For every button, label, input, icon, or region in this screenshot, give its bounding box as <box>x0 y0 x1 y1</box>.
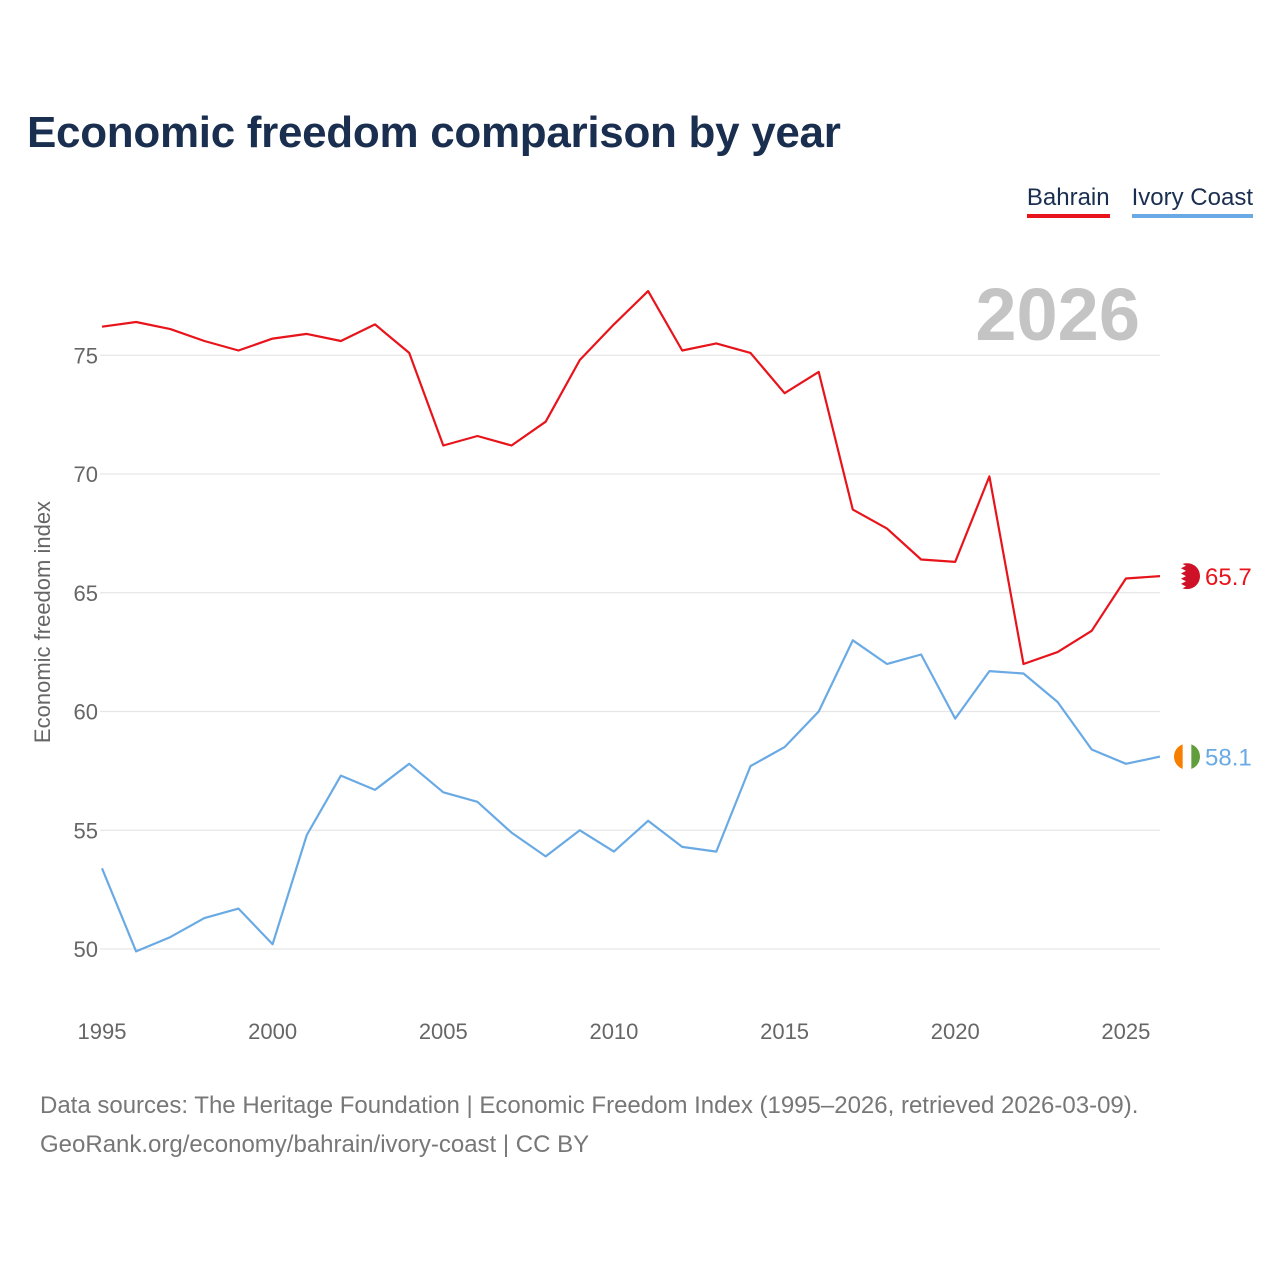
y-tick-label: 65 <box>74 581 98 606</box>
series-lines <box>100 290 1161 953</box>
y-axis-ticks: 50 55 60 65 70 75 <box>74 343 98 962</box>
gridlines <box>100 354 1160 950</box>
series-line-ivory-coast <box>100 639 1161 953</box>
y-tick-label: 60 <box>74 700 98 725</box>
x-axis-ticks: 1995 2000 2005 2010 2015 2020 2025 <box>78 1019 1151 1044</box>
x-tick-label: 2000 <box>248 1019 297 1044</box>
y-tick-label: 50 <box>74 937 98 962</box>
x-tick-label: 2005 <box>419 1019 468 1044</box>
bahrain-end-value: 65.7 <box>1205 564 1252 591</box>
current-year-label: 2026 <box>975 273 1140 356</box>
line-chart: 50 55 60 65 70 75 1995 2000 2005 2010 2015 2020 202… <box>30 273 1252 1044</box>
legend-item-ivory-coast[interactable]: Ivory Coast <box>1131 184 1253 218</box>
y-tick-label: 70 <box>74 462 98 487</box>
x-tick-label: 2010 <box>589 1019 638 1044</box>
ivory-coast-end-value: 58.1 <box>1205 745 1252 772</box>
legend-item-bahrain[interactable]: Bahrain <box>1026 184 1110 218</box>
x-tick-label: 2015 <box>760 1019 809 1044</box>
series-line-bahrain <box>101 290 1161 666</box>
legend: Bahrain Ivory Coast <box>1026 184 1253 218</box>
bahrain-flag-icon <box>1174 563 1200 590</box>
source-note: Data sources: The Heritage Foundation | … <box>40 1086 1138 1164</box>
chart-title: Economic freedom comparison by year <box>27 108 841 157</box>
x-tick-label: 1995 <box>78 1019 127 1044</box>
ivory-coast-flag-icon <box>1174 743 1200 770</box>
y-tick-label: 75 <box>74 343 98 368</box>
source-line-2[interactable]: GeoRank.org/economy/bahrain/ivory-coast … <box>40 1131 590 1158</box>
x-tick-label: 2025 <box>1101 1019 1150 1044</box>
source-line-1: Data sources: The Heritage Foundation | … <box>40 1092 1139 1119</box>
y-tick-label: 55 <box>74 818 98 843</box>
y-axis-label: Economic freedom index <box>30 501 55 743</box>
series-end-markers: 65.7 58.1 <box>1174 563 1252 772</box>
x-tick-label: 2020 <box>931 1019 980 1044</box>
